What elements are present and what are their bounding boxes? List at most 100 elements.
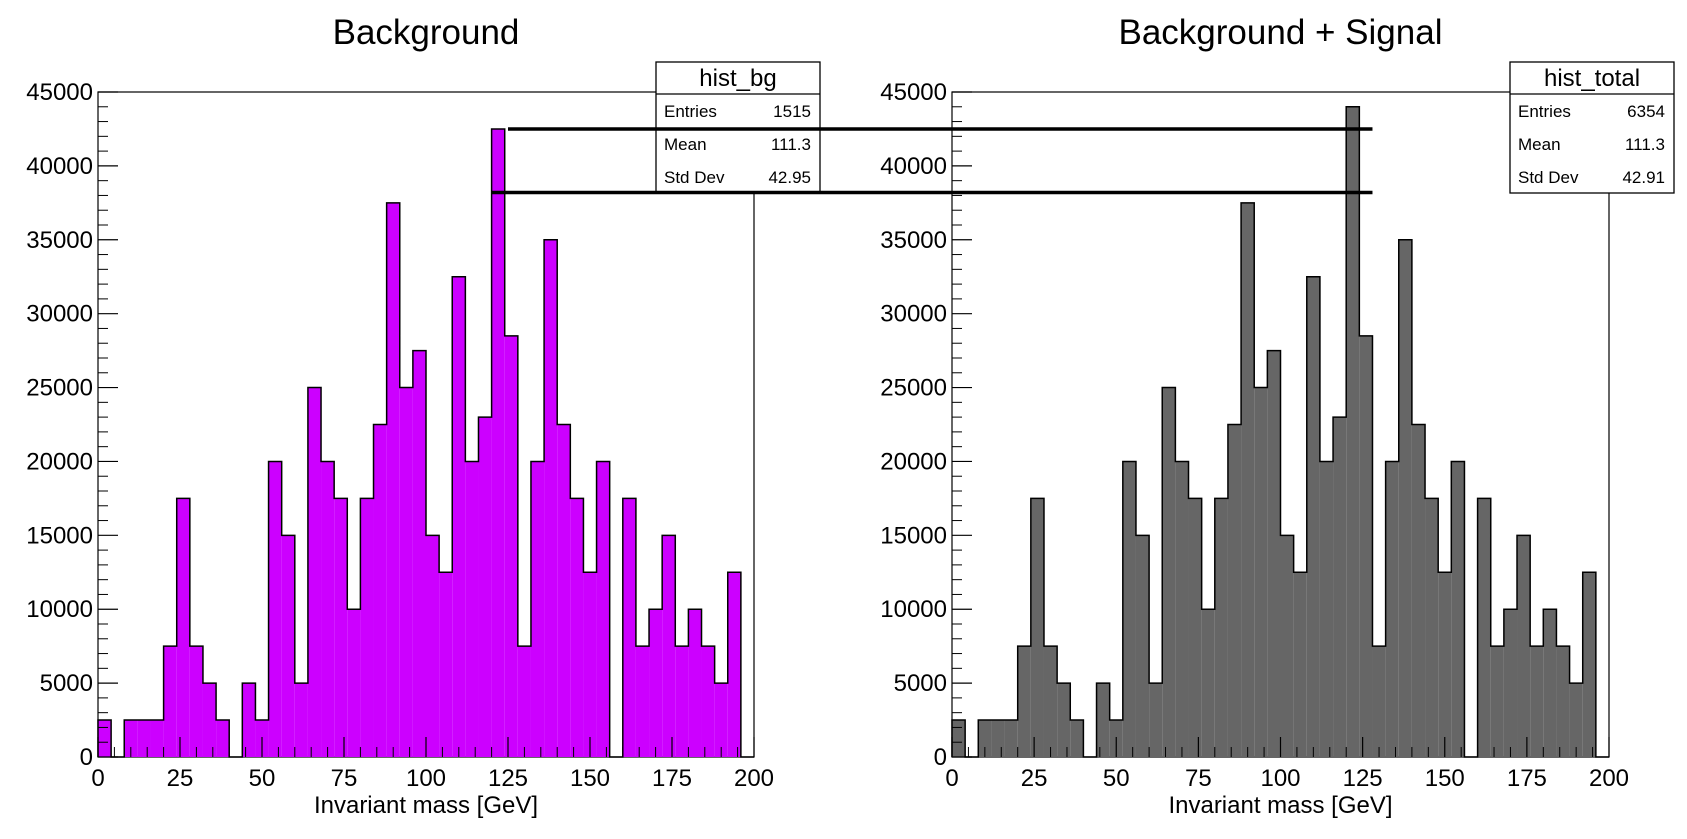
bg-y-tick-label-2: 10000	[26, 596, 93, 623]
total-bin-24	[1267, 350, 1281, 757]
bg-bin-42	[649, 609, 663, 757]
total-bin-13	[1122, 461, 1136, 757]
bg-stats-value-2: 42.95	[768, 168, 811, 187]
bg-y-tick-label-9: 45000	[26, 79, 93, 106]
total-bin-38	[1451, 461, 1465, 757]
total-bin-25	[1280, 535, 1294, 757]
total-x-tick-label-3: 75	[1185, 765, 1212, 792]
total-bin-29	[1333, 417, 1347, 757]
total-stats-value-1: 111.3	[1625, 135, 1665, 154]
bg-bin-36	[570, 498, 584, 757]
total-y-tick-label-1: 5000	[894, 670, 947, 697]
bg-bin-31	[504, 335, 518, 757]
bg-stats-value-1: 111.3	[771, 135, 811, 154]
bg-y-tick-label-8: 40000	[26, 153, 93, 180]
total-x-tick-label-4: 100	[1260, 765, 1300, 792]
total-stats-name: hist_total	[1544, 65, 1640, 92]
bg-bin-18	[334, 498, 348, 757]
total-y-tick-label-9: 45000	[880, 79, 947, 106]
total-x-tick-label-1: 25	[1021, 765, 1048, 792]
bg-bin-33	[530, 461, 545, 757]
total-stats-value-2: 42.91	[1622, 168, 1665, 187]
bg-y-tick-label-0: 0	[80, 744, 93, 771]
total-x-tick-label-6: 150	[1425, 765, 1465, 792]
total-y-tick-label-5: 25000	[880, 375, 947, 402]
total-x-axis-label: Invariant mass [GeV]	[1168, 792, 1392, 819]
total-y-tick-label-2: 10000	[880, 596, 947, 623]
bg-x-tick-label-0: 0	[91, 765, 104, 792]
bg-bin-21	[373, 424, 387, 757]
bg-bin-38	[596, 461, 610, 757]
total-bin-18	[1188, 498, 1202, 757]
total-bin-17	[1175, 461, 1189, 757]
total-stats-label-2: Std Dev	[1518, 168, 1579, 187]
bg-stats-value-0: 1515	[773, 102, 811, 121]
total-x-tick-label-8: 200	[1589, 765, 1629, 792]
total-y-tick-label-6: 30000	[880, 301, 947, 328]
total-x-tick-label-0: 0	[945, 765, 958, 792]
total-bin-26	[1293, 572, 1307, 757]
total-y-tick-label-8: 40000	[880, 153, 947, 180]
total-bin-41	[1490, 646, 1504, 757]
total-bin-16	[1162, 387, 1176, 757]
bg-stats-label-2: Std Dev	[664, 168, 725, 187]
bg-x-tick-label-7: 175	[652, 765, 692, 792]
total-bin-14	[1135, 535, 1150, 757]
total-bin-19	[1201, 609, 1215, 757]
total-bin-2	[978, 720, 992, 757]
total-y-tick-label-3: 15000	[880, 522, 947, 549]
total-x-tick-label-7: 175	[1507, 765, 1547, 792]
bg-y-tick-label-6: 30000	[26, 301, 93, 328]
bg-bin-6	[176, 498, 190, 757]
bg-stats-name: hist_bg	[699, 65, 776, 92]
bg-x-tick-label-4: 100	[406, 765, 446, 792]
total-y-tick-label-4: 20000	[880, 448, 947, 475]
bg-bin-25	[426, 535, 440, 757]
bg-bin-45	[688, 609, 702, 757]
total-stats-value-0: 6354	[1627, 102, 1665, 121]
total-y-tick-label-7: 35000	[880, 227, 947, 254]
bg-x-tick-label-6: 150	[570, 765, 610, 792]
total-bin-48	[1582, 572, 1596, 757]
total-chart-title: Background + Signal	[1119, 13, 1443, 52]
total-bin-34	[1398, 239, 1412, 757]
total-bin-43	[1517, 535, 1531, 757]
total-x-tick-label-2: 50	[1103, 765, 1130, 792]
bg-x-tick-label-1: 25	[167, 765, 194, 792]
bg-bin-35	[557, 424, 571, 757]
bg-bin-44	[675, 646, 689, 757]
total-stats-label-0: Entries	[1518, 102, 1571, 121]
bg-bin-43	[662, 535, 676, 757]
total-bin-45	[1543, 609, 1557, 757]
total-bin-20	[1214, 498, 1228, 757]
total-bin-40	[1477, 498, 1491, 757]
bg-bin-19	[347, 609, 361, 757]
total-bin-9	[1070, 720, 1084, 757]
total-bin-47	[1569, 683, 1583, 757]
bg-bin-46	[701, 646, 715, 757]
total-bin-7	[1043, 646, 1058, 757]
bg-bin-28	[465, 461, 479, 757]
bg-bin-37	[583, 572, 597, 757]
bg-bin-14	[281, 535, 295, 757]
bg-bin-2	[124, 720, 138, 757]
total-y-tick-label-0: 0	[934, 744, 947, 771]
bg-bin-41	[635, 646, 650, 757]
bg-stats-label-0: Entries	[664, 102, 717, 121]
bg-bin-32	[517, 646, 531, 757]
total-stats-box	[1509, 61, 1675, 194]
bg-bin-34	[544, 239, 558, 757]
bg-x-tick-label-5: 125	[488, 765, 528, 792]
bg-x-axis-label: Invariant mass [GeV]	[314, 792, 538, 819]
total-bin-44	[1530, 646, 1544, 757]
total-bin-30	[1346, 106, 1360, 758]
total-bin-33	[1385, 461, 1399, 757]
bg-bin-48	[727, 572, 741, 757]
total-bin-31	[1359, 335, 1373, 757]
total-bin-22	[1241, 202, 1255, 758]
bg-bin-20	[360, 498, 374, 757]
bg-bin-5	[163, 646, 177, 757]
bg-bin-11	[242, 683, 256, 757]
bg-y-tick-label-3: 15000	[26, 522, 93, 549]
